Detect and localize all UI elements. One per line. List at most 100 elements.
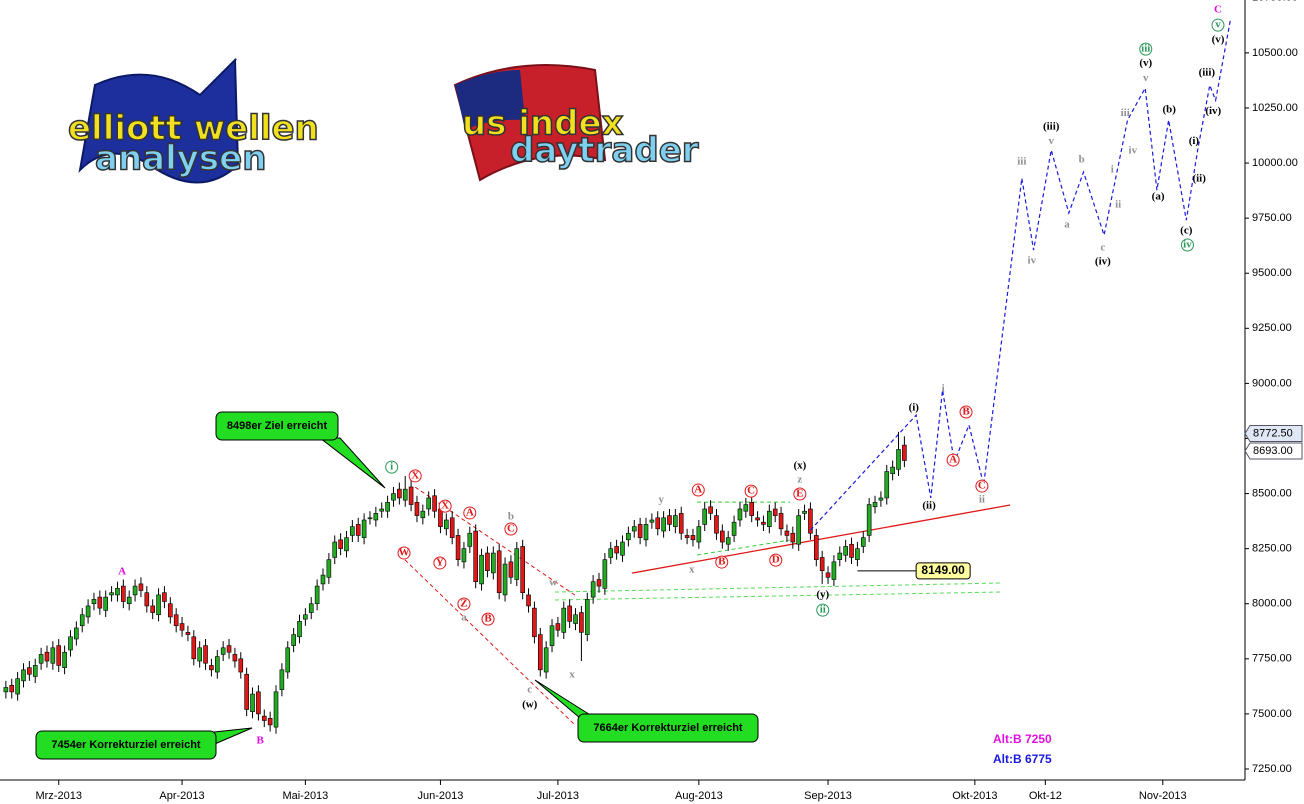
trend-line: [631, 504, 1011, 574]
logo-us-index: us index daytrader: [453, 64, 700, 182]
price-tag-label: 8693.00: [1253, 445, 1293, 457]
candle-body: [725, 537, 731, 545]
candle-body: [344, 537, 349, 552]
candle-body: [473, 530, 478, 582]
wave-label: (y): [816, 589, 829, 601]
wave-label: v: [1048, 135, 1054, 147]
y-tick-label: 10750.00: [1252, 0, 1298, 4]
candle-body: [103, 596, 109, 611]
wave-label: (iv): [1205, 105, 1221, 117]
candle-body: [708, 506, 713, 514]
candle-body: [491, 552, 496, 574]
candle-body: [44, 651, 50, 662]
candle-body: [761, 521, 766, 525]
candle-body: [720, 530, 725, 543]
level-label: 8149.00: [921, 563, 965, 577]
logo-text: us index: [462, 104, 624, 144]
candle-body: [614, 546, 619, 554]
candle-body: [426, 497, 432, 510]
wave-label: (v): [1139, 57, 1152, 69]
candle-body: [655, 517, 661, 530]
wave-circle: [433, 556, 447, 570]
candle-body: [579, 612, 584, 633]
wave-circle: [975, 479, 989, 493]
candle-body: [749, 502, 754, 516]
wave-label: b: [508, 511, 514, 523]
candle-body: [50, 647, 56, 664]
eu-flag: [78, 58, 240, 184]
candle-body: [596, 579, 602, 587]
candle-body: [684, 535, 690, 538]
trend-line: [554, 582, 1001, 593]
wave-circle: [769, 553, 783, 567]
candle-body: [179, 623, 185, 631]
candle-body: [890, 466, 895, 475]
wave-label: (c): [1180, 225, 1193, 237]
x-tick-label: Jul-2013: [537, 790, 579, 802]
candle-body: [837, 552, 843, 560]
candle-body: [203, 645, 208, 664]
candle-body: [855, 548, 860, 560]
wave-circle: [408, 469, 422, 483]
wave-label: B: [962, 406, 970, 418]
candle-body: [21, 669, 26, 682]
wave-circle: [385, 460, 399, 474]
candle-body: [408, 486, 414, 505]
wave-label: c: [1100, 242, 1105, 254]
candle-body: [831, 561, 837, 580]
candle-body: [573, 614, 578, 624]
candle-body: [772, 508, 778, 516]
wave-circle: [1180, 238, 1194, 252]
candle-body: [449, 517, 455, 538]
wave-circle: [793, 487, 807, 501]
candle-body: [767, 510, 772, 527]
candle-body: [584, 599, 590, 635]
candle-body: [279, 669, 285, 690]
candle-body: [232, 654, 238, 662]
y-tick-label: 9750.00: [1252, 212, 1292, 224]
candle-body: [567, 605, 572, 622]
candle-body: [467, 532, 473, 547]
logo-text: analysen: [95, 139, 266, 179]
wave-label: (a): [1152, 191, 1165, 203]
candle-body: [878, 497, 884, 501]
candle-body: [819, 557, 825, 571]
candle-body: [209, 665, 214, 671]
candle-body: [226, 645, 232, 653]
candle-body: [514, 548, 520, 580]
callout-text: 7454er Korrekturziel erreicht: [51, 739, 201, 751]
candle-body: [168, 603, 173, 618]
y-tick-label: 9250.00: [1252, 322, 1292, 334]
wave-label: ii: [820, 604, 826, 616]
trend-line: [399, 554, 576, 726]
candle-body: [285, 647, 291, 673]
y-tick-label: 10500.00: [1252, 47, 1298, 59]
candle-body: [808, 508, 813, 534]
wave-label: (iii): [1043, 121, 1060, 133]
candle-body: [743, 504, 749, 512]
candle-body: [250, 693, 255, 712]
candle-body: [38, 654, 44, 664]
wave-label: (ii): [1192, 173, 1206, 185]
wave-label: x: [569, 669, 575, 681]
projection-line: [809, 20, 1231, 531]
candle-body: [338, 539, 343, 549]
wave-circle: [463, 506, 477, 520]
candle-body: [350, 526, 355, 536]
candle-body: [238, 658, 244, 673]
y-tick-label: 8000.00: [1252, 598, 1292, 610]
candle-body: [620, 541, 625, 556]
candle-body: [608, 548, 614, 558]
wave-label: x: [689, 564, 695, 576]
candle-body: [667, 515, 672, 525]
candle-body: [414, 502, 420, 516]
wave-label: (i): [909, 402, 920, 414]
wave-label: i: [1111, 164, 1114, 176]
candle-body: [397, 488, 402, 499]
wave-label: Y: [436, 556, 444, 568]
wave-circle: [946, 453, 960, 467]
wave-label: ii: [1115, 199, 1121, 211]
x-tick-label: Aug-2013: [675, 790, 723, 802]
candle-body: [690, 535, 696, 541]
wave-label: A: [949, 454, 957, 466]
